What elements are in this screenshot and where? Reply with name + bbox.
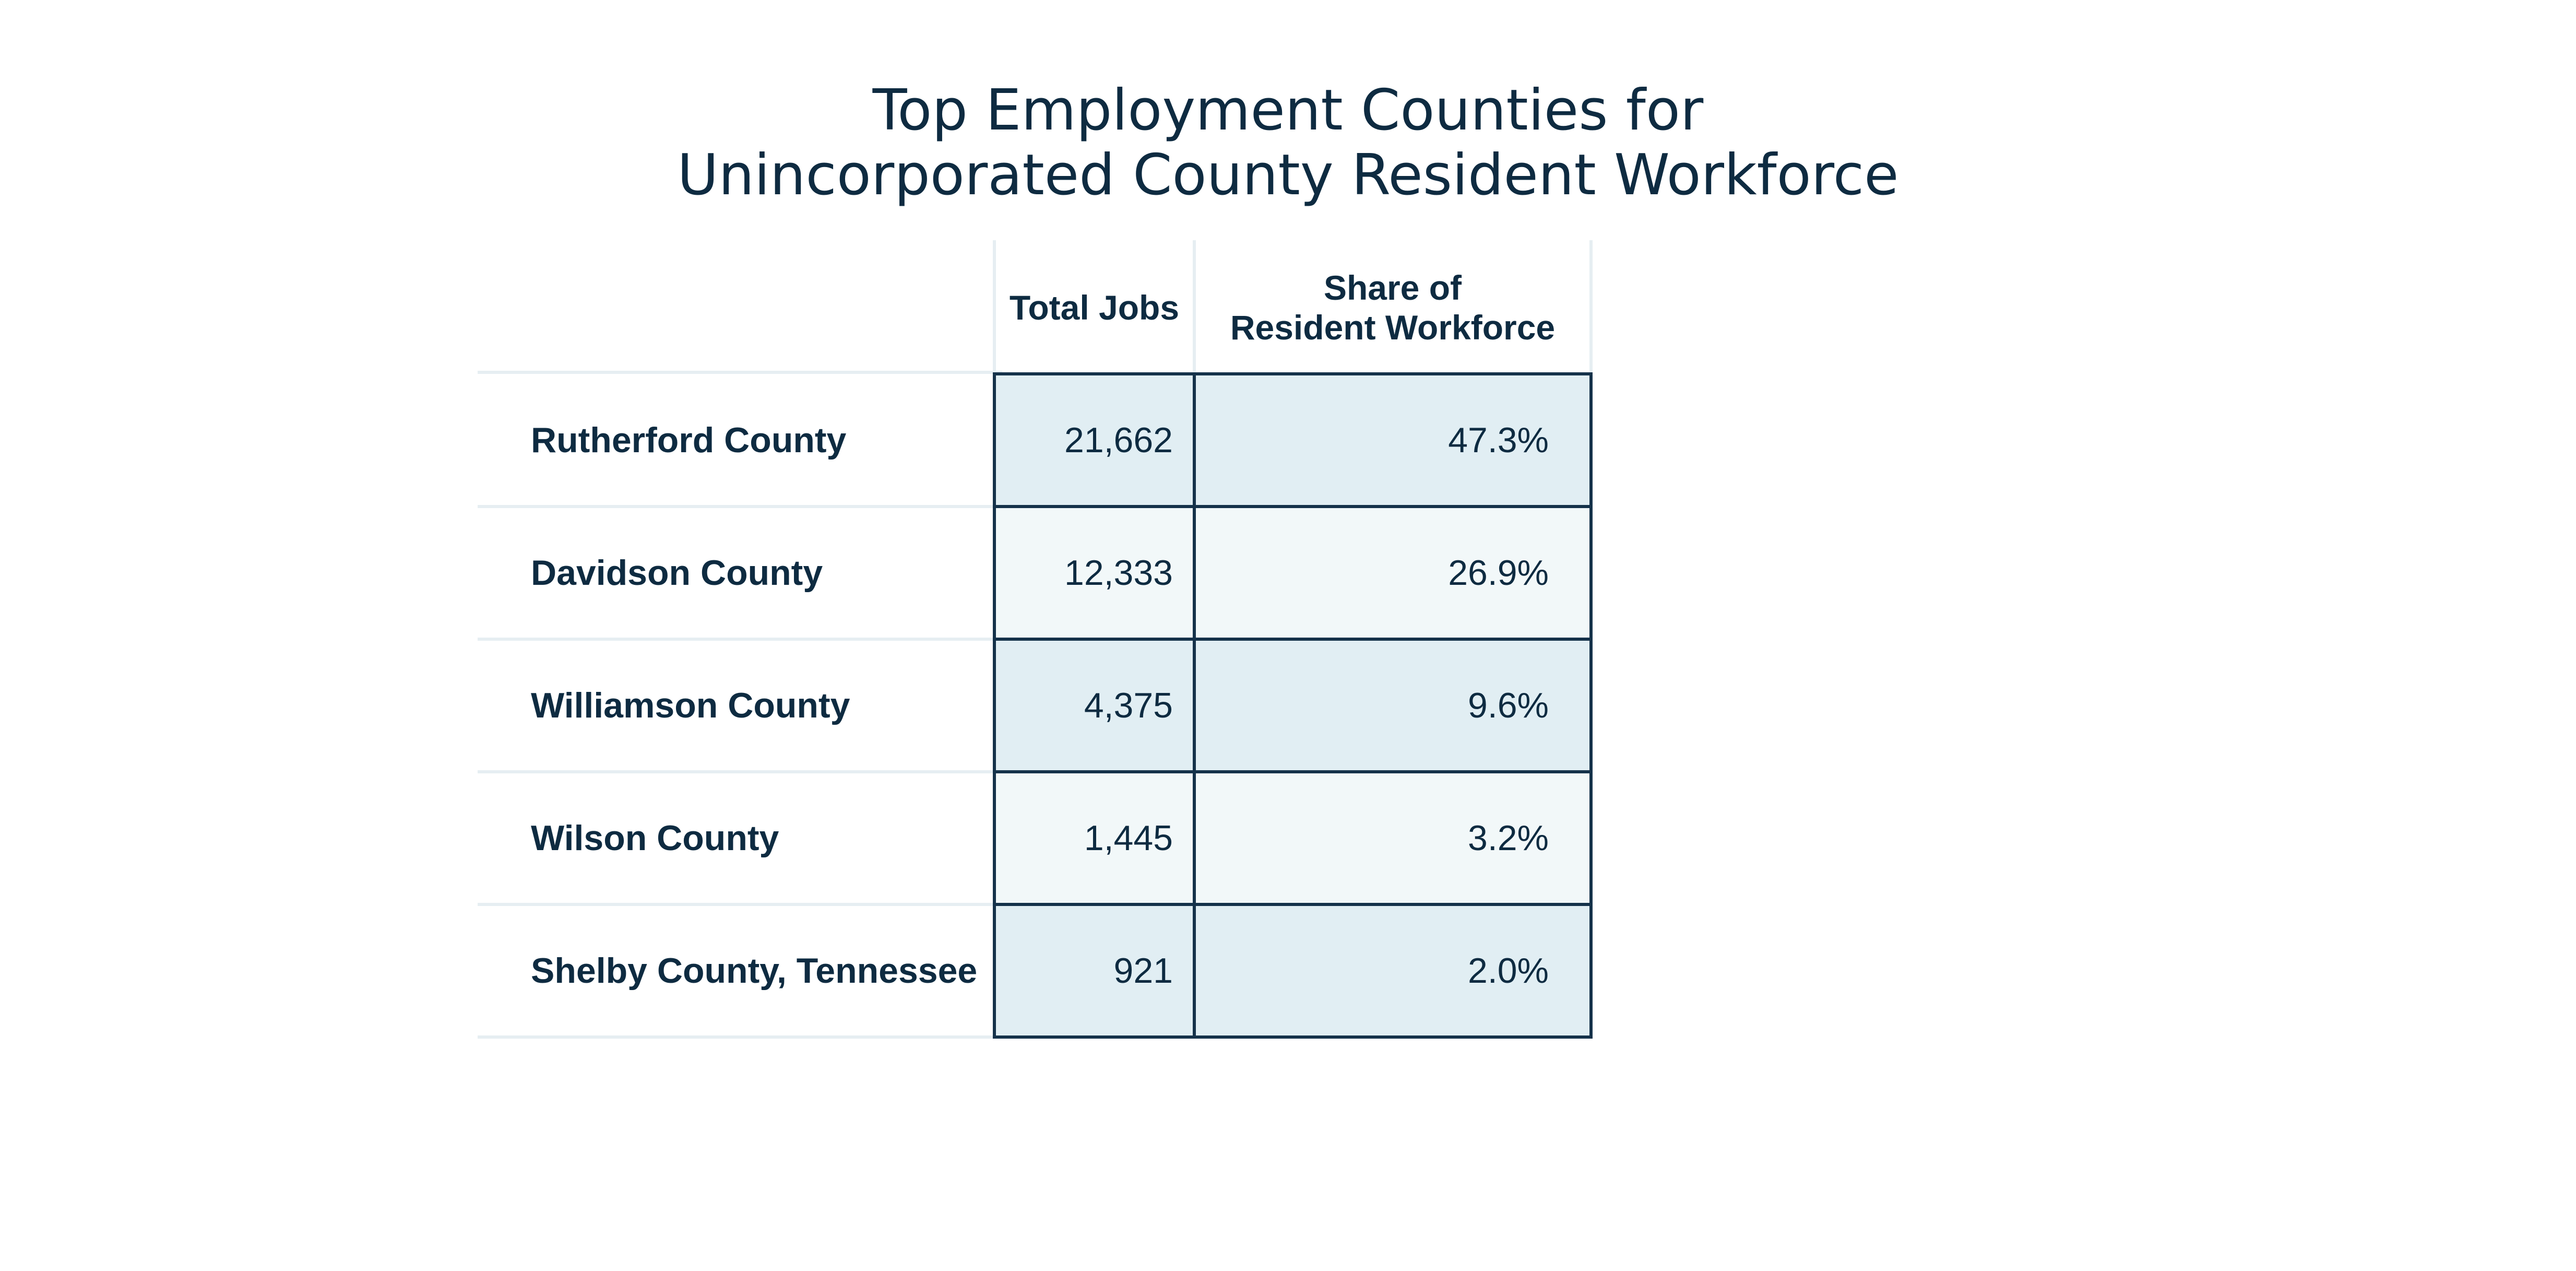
- header-divider-right: [1589, 240, 1593, 376]
- cell-share: 47.3%: [1196, 374, 1589, 507]
- cell-border: [993, 372, 1593, 375]
- cell-total-jobs: 1,445: [996, 772, 1193, 904]
- cell-total-jobs: 4,375: [996, 639, 1193, 772]
- row-divider: [478, 638, 1002, 641]
- cell-total-jobs: 921: [996, 904, 1193, 1037]
- row-divider: [478, 505, 1002, 508]
- header-divider-left: [993, 240, 996, 376]
- cell-share: 3.2%: [1196, 772, 1589, 904]
- row-divider: [478, 903, 1002, 906]
- cell-border: [993, 372, 996, 1039]
- cell-share: 26.9%: [1196, 507, 1589, 639]
- cell-total-jobs: 12,333: [996, 507, 1193, 639]
- cell-share: 9.6%: [1196, 639, 1589, 772]
- column-header-total-jobs-line-1: Total Jobs: [1009, 288, 1180, 327]
- column-header-share-line-1: Share of: [1323, 268, 1462, 307]
- cell-share: 2.0%: [1196, 904, 1589, 1037]
- chart-title: Top Employment Counties for Unincorporat…: [0, 78, 2576, 208]
- column-header-total-jobs: Total Jobs: [996, 240, 1193, 375]
- cell-border: [993, 1035, 1593, 1039]
- row-label: Shelby County, Tennessee: [531, 951, 978, 991]
- cell-border: [1589, 372, 1593, 1039]
- cell-border: [993, 505, 1593, 508]
- chart-title-line-2: Unincorporated County Resident Workforce: [677, 143, 1899, 208]
- cell-total-jobs: 21,662: [996, 374, 1193, 507]
- row-label: Rutherford County: [531, 420, 847, 460]
- chart-title-line-1: Top Employment Counties for: [872, 78, 1704, 143]
- row-divider: [478, 1035, 1002, 1039]
- column-header-share-line-2: Resident Workforce: [1230, 308, 1556, 347]
- cell-border: [993, 903, 1593, 906]
- row-label: Williamson County: [531, 686, 850, 725]
- header-divider-middle: [1193, 240, 1196, 376]
- cell-border: [993, 638, 1593, 641]
- cell-border: [1193, 372, 1196, 1039]
- row-label: Wilson County: [531, 818, 779, 858]
- cell-border: [993, 770, 1593, 773]
- row-divider: [478, 770, 1002, 773]
- row-divider: [478, 371, 1002, 374]
- data-table: Total Jobs Share of Resident Workforce R…: [478, 240, 1607, 1044]
- column-header-share: Share of Resident Workforce: [1196, 240, 1589, 375]
- row-label: Davidson County: [531, 553, 823, 593]
